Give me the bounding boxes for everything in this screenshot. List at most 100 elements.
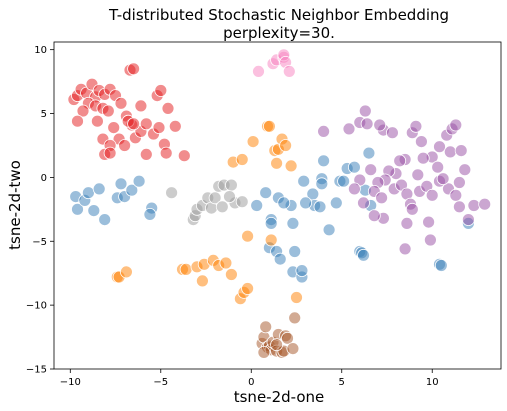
data-point (358, 104, 372, 118)
data-point (279, 139, 293, 152)
data-point (357, 196, 370, 210)
chart-subtitle: perplexity=30. (223, 24, 335, 42)
data-point (91, 114, 104, 128)
data-point (286, 342, 300, 356)
data-point (458, 163, 472, 177)
data-point (452, 200, 466, 214)
x-tick-label: −10 (60, 377, 81, 388)
data-point (281, 331, 294, 345)
data-point (299, 196, 313, 210)
data-point (270, 156, 284, 170)
data-point (288, 311, 302, 325)
data-point (76, 104, 90, 118)
plot-frame (53, 41, 502, 370)
data-point (101, 104, 115, 118)
data-point (224, 268, 238, 281)
data-point (362, 146, 376, 160)
data-point (179, 262, 193, 276)
data-point (409, 119, 423, 133)
data-point (373, 118, 387, 132)
data-point (262, 119, 276, 133)
chart-title: T-distributed Stochastic Neighbor Embedd… (108, 6, 449, 24)
data-point (235, 195, 249, 209)
data-point (259, 320, 273, 334)
data-point (329, 196, 343, 210)
data-point (71, 114, 84, 128)
data-point (235, 153, 249, 166)
data-point (103, 146, 117, 160)
data-point (416, 151, 430, 165)
data-point (282, 65, 296, 78)
data-point (241, 282, 255, 295)
data-point (317, 154, 331, 168)
data-point (270, 338, 284, 352)
data-point (337, 174, 351, 188)
data-point (434, 259, 448, 272)
data-point (257, 345, 271, 359)
data-point (264, 216, 278, 230)
x-axis-label: tsne-2d-one (234, 388, 325, 406)
data-point (284, 159, 298, 173)
data-point (98, 213, 112, 227)
data-point (208, 191, 222, 205)
data-point (295, 264, 309, 278)
data-point (139, 147, 153, 161)
data-point (290, 291, 303, 304)
y-tick-label: −15 (26, 365, 47, 376)
data-point (177, 149, 191, 163)
data-point (478, 197, 492, 211)
data-point (425, 188, 439, 202)
data-point (127, 117, 141, 131)
data-point (315, 177, 329, 191)
data-point (297, 174, 311, 188)
y-axis-label: tsne-2d-two (6, 160, 24, 250)
data-point (461, 213, 475, 227)
data-point (414, 135, 428, 149)
data-point (223, 190, 236, 204)
y-tick-label: −10 (26, 301, 47, 312)
data-point (423, 233, 437, 247)
data-point (357, 248, 370, 262)
data-point (405, 202, 419, 216)
y-tick-label: 5 (41, 109, 47, 120)
data-point (161, 102, 175, 115)
data-point (224, 178, 238, 192)
y-tick-label: 10 (34, 45, 47, 56)
data-point (433, 140, 446, 154)
data-point (431, 160, 445, 174)
data-point (114, 96, 128, 110)
data-point (375, 191, 389, 205)
data-point (159, 146, 173, 160)
data-point (347, 160, 361, 174)
x-tick-label: 5 (339, 377, 345, 388)
data-point (120, 265, 133, 279)
data-point (385, 126, 399, 140)
data-point (400, 216, 414, 230)
data-point (125, 183, 139, 197)
data-point (398, 242, 412, 256)
data-point (322, 223, 336, 237)
data-point (443, 145, 457, 159)
data-point (168, 119, 182, 133)
data-point (143, 207, 157, 221)
data-point (264, 233, 278, 247)
data-point (127, 62, 141, 76)
y-tick-label: −5 (32, 237, 47, 248)
data-point (452, 176, 466, 189)
data-point (286, 216, 300, 230)
data-point (118, 139, 131, 152)
data-point (165, 186, 179, 200)
points-layer (67, 48, 492, 359)
data-point (107, 121, 121, 134)
data-point (317, 124, 331, 138)
x-tick-label: 0 (248, 377, 254, 388)
data-point (215, 200, 229, 214)
data-point (454, 144, 468, 158)
data-point (82, 186, 95, 200)
data-point (152, 121, 166, 134)
data-point (277, 196, 291, 210)
data-point (313, 200, 327, 214)
data-point (250, 199, 264, 212)
